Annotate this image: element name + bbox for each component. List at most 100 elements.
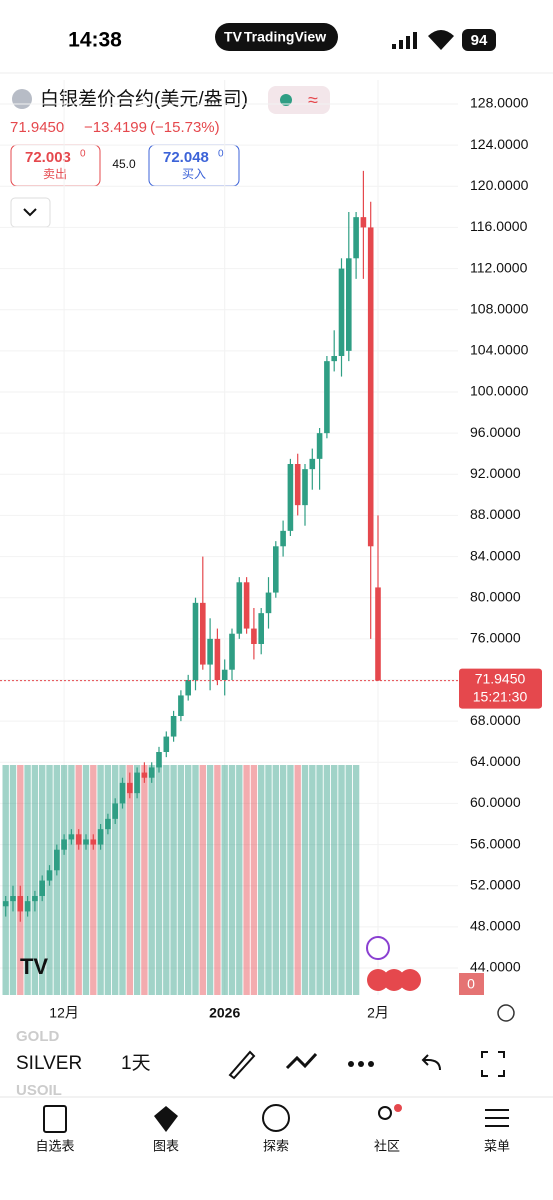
volume-bar bbox=[199, 765, 206, 995]
collapse-button[interactable] bbox=[10, 197, 51, 228]
volume-bar bbox=[53, 765, 60, 995]
volume-bar bbox=[258, 765, 265, 995]
candle-body bbox=[17, 895, 24, 912]
volume-bar bbox=[243, 765, 250, 995]
y-tick-label: 108.0000 bbox=[470, 300, 529, 316]
y-tick-label: 104.0000 bbox=[470, 342, 529, 358]
y-tick-label: 128.0000 bbox=[470, 95, 529, 111]
candle-body bbox=[375, 587, 381, 681]
y-tick-label: 92.0000 bbox=[470, 465, 521, 481]
y-tick-label: 48.0000 bbox=[470, 918, 521, 934]
volume-bar bbox=[316, 765, 323, 995]
volume-bar bbox=[177, 765, 185, 995]
tab-label[interactable]: 探索 bbox=[263, 1138, 289, 1153]
candle-body bbox=[316, 433, 323, 459]
volume-bar bbox=[24, 765, 31, 995]
volume-bar bbox=[265, 765, 272, 995]
candle-body bbox=[207, 638, 213, 665]
y-tick-label: 120.0000 bbox=[470, 177, 529, 193]
volume-bar bbox=[214, 765, 221, 995]
tab-icon bbox=[485, 1109, 509, 1127]
volume-bar bbox=[9, 765, 17, 995]
candle-body bbox=[287, 464, 294, 531]
indicator-tool[interactable] bbox=[285, 1052, 318, 1070]
volume-bar bbox=[112, 765, 119, 995]
candle-body bbox=[54, 849, 60, 871]
volume-bar bbox=[60, 765, 68, 995]
volume-bar bbox=[185, 765, 192, 995]
volume-bar bbox=[352, 765, 360, 995]
undo[interactable] bbox=[421, 1054, 441, 1071]
candle-body bbox=[119, 782, 126, 804]
volume-bar bbox=[192, 765, 199, 995]
wave-icon: ≈ bbox=[308, 90, 318, 110]
candle-body bbox=[236, 582, 243, 634]
candle-body bbox=[273, 546, 279, 593]
candle-body bbox=[338, 268, 345, 357]
last-price: 71.9450 bbox=[10, 119, 64, 136]
more-tool[interactable] bbox=[348, 1061, 374, 1067]
candle-body bbox=[156, 752, 162, 768]
symbol-name: 白银差价合约(美元/盎司) bbox=[40, 88, 248, 110]
tab-bar: 自选表 图表 探索 社区 菜单 bbox=[35, 1104, 510, 1153]
volume-bar bbox=[31, 765, 39, 995]
draw-tool[interactable] bbox=[228, 1050, 256, 1080]
candle-body bbox=[331, 356, 337, 362]
price-tag-countdown: 15:21:30 bbox=[473, 688, 528, 704]
y-tick-label: 76.0000 bbox=[470, 630, 521, 646]
x-tick-label: 2月 bbox=[367, 1005, 389, 1021]
volume-bar bbox=[228, 765, 236, 995]
volume-bar bbox=[279, 765, 287, 995]
candle-body bbox=[97, 829, 104, 845]
volume-bar bbox=[309, 765, 316, 995]
candle-body bbox=[178, 695, 184, 716]
y-tick-label: 60.0000 bbox=[470, 794, 521, 810]
y-tick-label: 116.0000 bbox=[470, 218, 528, 234]
notification-dot bbox=[394, 1104, 402, 1112]
volume-bar bbox=[294, 765, 301, 995]
y-tick-label: 68.0000 bbox=[470, 712, 521, 728]
fullscreen[interactable] bbox=[481, 1051, 505, 1077]
price-tag-value: 71.9450 bbox=[475, 670, 526, 686]
y-tick-label: 56.0000 bbox=[470, 835, 521, 851]
volume-bar bbox=[126, 765, 133, 995]
volume-bar bbox=[82, 765, 90, 995]
candle-body bbox=[24, 901, 31, 912]
tab-label[interactable]: 图表 bbox=[153, 1138, 179, 1153]
volume-bar bbox=[2, 765, 9, 995]
candle-body bbox=[214, 638, 221, 680]
y-tick-label: 112.0000 bbox=[470, 259, 528, 275]
candle-body bbox=[170, 716, 177, 737]
tv-logo: TV bbox=[224, 29, 243, 45]
interval[interactable]: 1天 bbox=[121, 1053, 151, 1074]
candle-body bbox=[10, 895, 16, 902]
candle-body bbox=[75, 834, 82, 845]
tab-label[interactable]: 菜单 bbox=[484, 1138, 510, 1153]
event-flag bbox=[383, 969, 405, 991]
tab-label[interactable]: 社区 bbox=[374, 1138, 400, 1153]
event-icon bbox=[366, 936, 390, 960]
change-pct: (−15.73%) bbox=[150, 119, 220, 136]
price-tag bbox=[459, 668, 542, 709]
app-name: TradingView bbox=[244, 29, 326, 45]
buy-pip: 0 bbox=[218, 149, 224, 160]
x-tick-label: 12月 bbox=[49, 1005, 79, 1021]
volume-bar bbox=[345, 765, 352, 995]
volume-bar bbox=[323, 765, 331, 995]
tab-label[interactable]: 自选表 bbox=[35, 1138, 74, 1153]
candle-body bbox=[83, 839, 89, 845]
symbol-icon bbox=[12, 89, 32, 109]
volume-bar bbox=[104, 765, 112, 995]
symbol-current[interactable]: SILVER bbox=[16, 1053, 82, 1074]
symbol-option[interactable]: USOIL bbox=[16, 1082, 62, 1099]
x-tick-label: 2026 bbox=[209, 1005, 240, 1021]
volume-bar bbox=[221, 765, 228, 995]
settings-icon[interactable] bbox=[497, 1004, 515, 1022]
symbol-option[interactable]: GOLD bbox=[16, 1028, 59, 1045]
candle-body bbox=[302, 469, 308, 506]
candle-body bbox=[46, 870, 53, 881]
wifi bbox=[428, 30, 454, 50]
spread: 45.0 bbox=[112, 157, 136, 171]
event-flag bbox=[399, 969, 421, 991]
